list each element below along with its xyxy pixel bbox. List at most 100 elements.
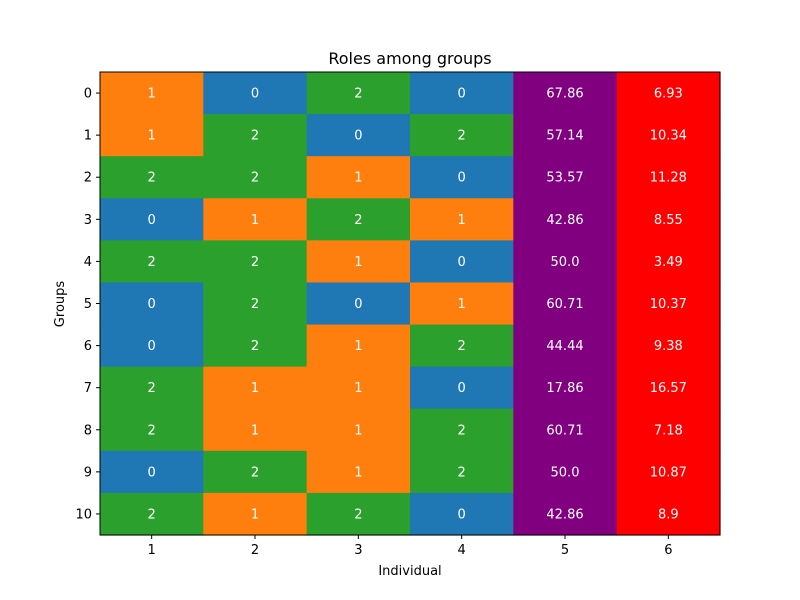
cell-label: 2	[251, 339, 259, 354]
heatmap-cell	[513, 450, 618, 494]
heatmap-cell	[410, 324, 514, 368]
cell-label: 2	[354, 87, 362, 102]
cell-label: 1	[354, 465, 362, 480]
cell-label: 0	[458, 381, 466, 396]
cell-label: 8.55	[654, 213, 683, 228]
heatmap-cell	[203, 450, 308, 494]
heatmap-cell	[616, 240, 721, 284]
heatmap-cell	[203, 72, 308, 115]
cell-label: 1	[251, 423, 259, 438]
heatmap-cell	[410, 114, 514, 157]
cell-label: 2	[251, 171, 259, 186]
cell-label: 1	[148, 129, 156, 144]
chart-title: Roles among groups	[328, 49, 491, 68]
cell-label: 0	[251, 87, 259, 102]
heatmap-cell	[513, 240, 618, 284]
heatmap-cell	[100, 492, 204, 536]
heatmap-cell	[616, 114, 721, 157]
cell-label: 0	[458, 507, 466, 522]
heatmap-cell	[203, 156, 308, 199]
heatmap-cell	[513, 198, 618, 241]
heatmap-cell	[513, 366, 618, 410]
x-tick-label: 4	[458, 543, 466, 558]
heatmap-cell	[616, 408, 721, 452]
heatmap-cell	[100, 408, 204, 452]
cell-label: 1	[251, 213, 259, 228]
cell-label: 6.93	[654, 87, 683, 102]
heatmap-cell	[616, 72, 721, 115]
heatmap-cell	[513, 156, 618, 199]
y-tick-label: 3	[84, 213, 92, 228]
y-tick-label: 9	[84, 465, 92, 480]
cell-label: 0	[458, 87, 466, 102]
heatmap-cell	[203, 114, 308, 157]
cell-label: 2	[458, 339, 466, 354]
cell-label: 2	[148, 423, 156, 438]
x-axis-ticks: 1 2 3 4 5 6	[148, 535, 672, 558]
cell-label: 1	[354, 171, 362, 186]
heatmap-cell	[410, 492, 514, 536]
cell-label: 1	[354, 381, 362, 396]
heatmap-cell	[410, 408, 514, 452]
cell-label: 0	[458, 255, 466, 270]
heatmap-cell	[513, 492, 618, 536]
heatmap-cell	[616, 492, 721, 536]
cell-label: 2	[148, 507, 156, 522]
cell-label: 8.9	[658, 507, 679, 522]
heatmap-cell	[100, 156, 204, 199]
heatmap-cell	[410, 240, 514, 284]
cell-label: 2	[458, 129, 466, 144]
cell-label: 0	[148, 465, 156, 480]
heatmap-cell	[513, 72, 618, 115]
heatmap-cell	[616, 324, 721, 368]
cell-label: 0	[354, 129, 362, 144]
x-tick-label: 3	[354, 543, 362, 558]
y-tick-label: 5	[84, 297, 92, 312]
heatmap-cell	[513, 324, 618, 368]
cell-label: 42.86	[546, 213, 583, 228]
y-tick-label: 4	[84, 255, 92, 270]
cell-label: 0	[354, 297, 362, 312]
heatmap-cell	[306, 408, 411, 452]
heatmap-cell	[203, 198, 308, 241]
x-tick-label: 1	[148, 543, 156, 558]
cell-label: 2	[354, 507, 362, 522]
cell-label: 1	[251, 507, 259, 522]
y-tick-label: 0	[84, 87, 92, 102]
cell-label: 44.44	[546, 339, 583, 354]
cell-label: 57.14	[546, 129, 583, 144]
heatmap-cell	[306, 450, 411, 494]
heatmap-cell	[203, 240, 308, 284]
cell-label: 2	[251, 255, 259, 270]
cell-label: 0	[148, 297, 156, 312]
y-tick-label: 2	[84, 171, 92, 186]
heatmap-cell	[203, 324, 308, 368]
heatmap-cell	[100, 114, 204, 157]
cell-label: 2	[251, 465, 259, 480]
heatmap-cell	[410, 366, 514, 410]
heatmap-cells: 1 0 2 0 67.86 6.93 1 2 0 2 57.14 10.34 2 2 1 0 53.57 11.2…	[100, 72, 721, 536]
y-tick-label: 1	[84, 129, 92, 144]
heatmap-cell	[203, 492, 308, 536]
cell-label: 17.86	[546, 381, 583, 396]
cell-label: 0	[458, 171, 466, 186]
cell-label: 10.87	[650, 465, 687, 480]
heatmap-cell	[410, 198, 514, 241]
heatmap-cell	[513, 114, 618, 157]
heatmap-cell	[100, 282, 204, 326]
cell-label: 0	[148, 213, 156, 228]
heatmap-cell	[306, 492, 411, 536]
heatmap-cell	[203, 408, 308, 452]
x-axis-label: Individual	[378, 564, 441, 579]
heatmap-cell	[513, 282, 618, 326]
cell-label: 10.34	[650, 129, 687, 144]
heatmap-cell	[100, 450, 204, 494]
cell-label: 50.0	[551, 465, 580, 480]
heatmap-cell	[306, 366, 411, 410]
heatmap-cell	[616, 198, 721, 241]
cell-label: 50.0	[551, 255, 580, 270]
heatmap-cell	[100, 324, 204, 368]
cell-label: 1	[354, 423, 362, 438]
cell-label: 2	[148, 255, 156, 270]
